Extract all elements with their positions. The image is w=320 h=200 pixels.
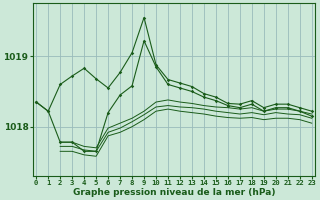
X-axis label: Graphe pression niveau de la mer (hPa): Graphe pression niveau de la mer (hPa) (73, 188, 275, 197)
